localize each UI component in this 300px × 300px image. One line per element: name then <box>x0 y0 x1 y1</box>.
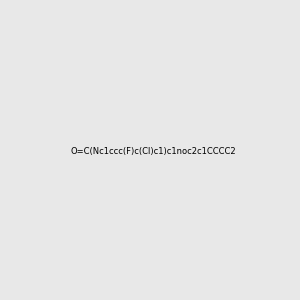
Text: O=C(Nc1ccc(F)c(Cl)c1)c1noc2c1CCCC2: O=C(Nc1ccc(F)c(Cl)c1)c1noc2c1CCCC2 <box>71 147 237 156</box>
